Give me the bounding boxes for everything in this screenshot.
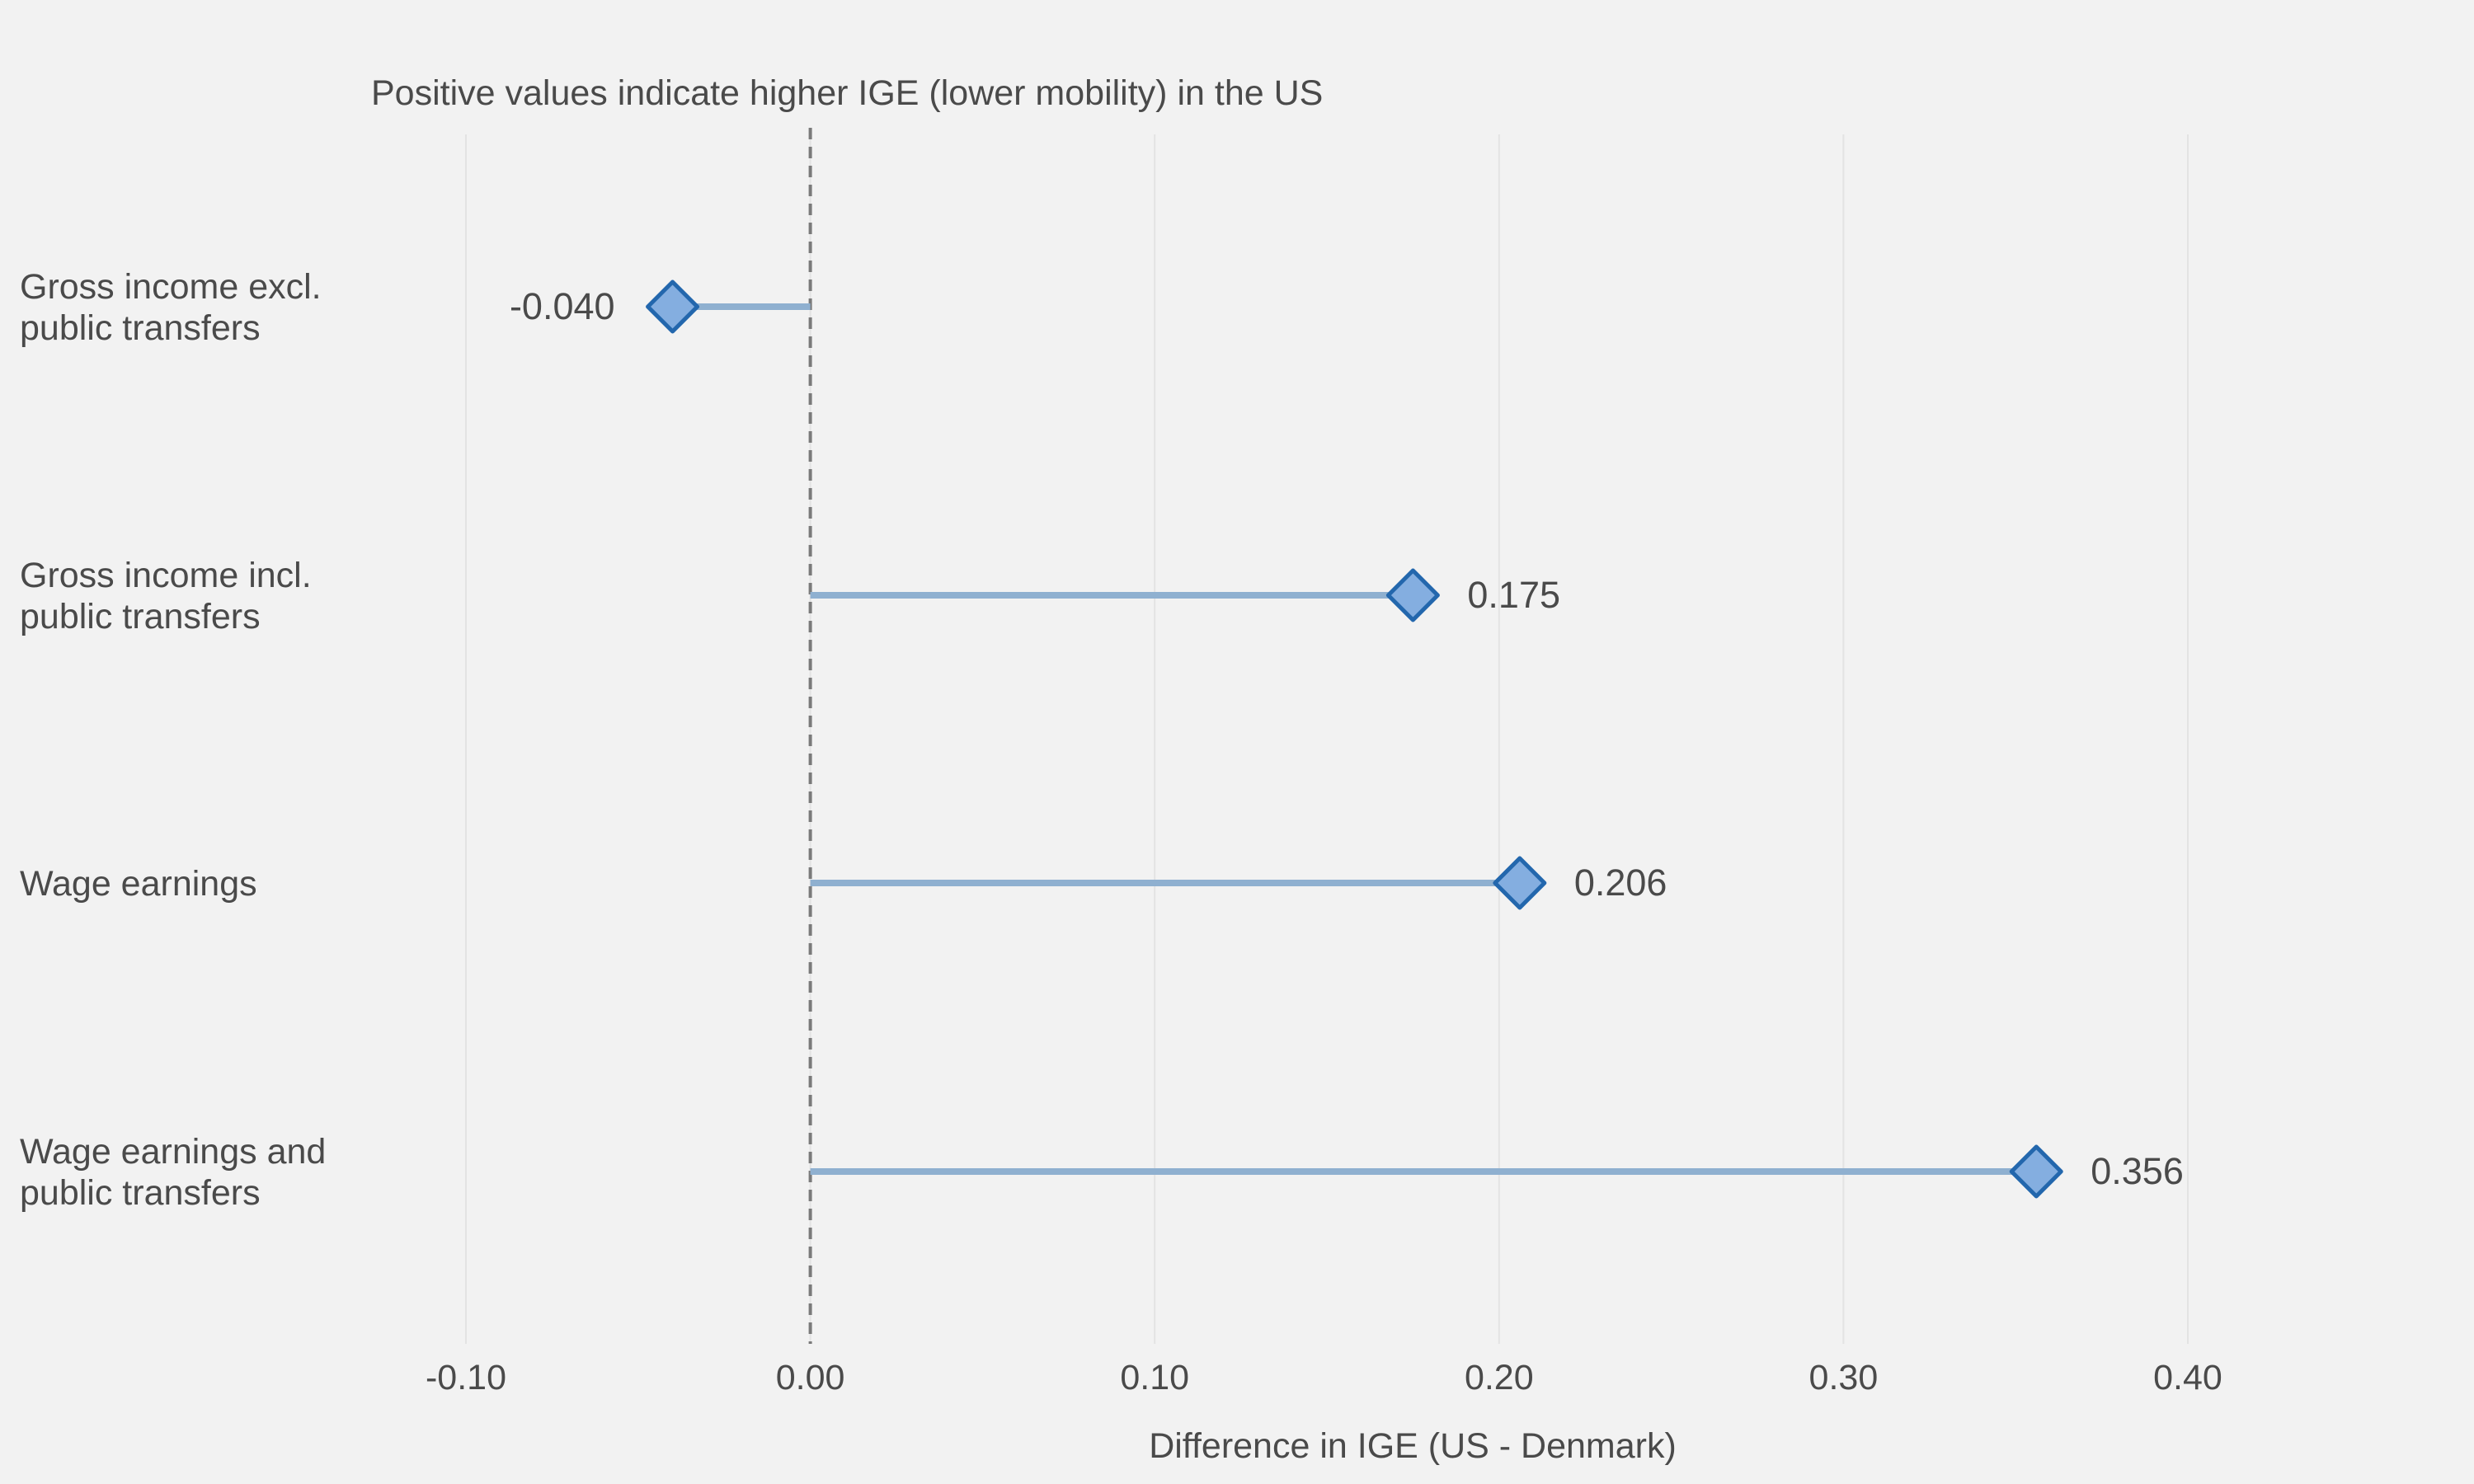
- x-tick-label: 0.30: [1809, 1358, 1879, 1397]
- category-label: public transfers: [20, 1173, 261, 1213]
- value-label: 0.175: [1467, 574, 1560, 616]
- category-label: public transfers: [20, 597, 261, 636]
- diamond-marker: [1385, 568, 1440, 622]
- chart-subtitle: Positive values indicate higher IGE (low…: [371, 73, 1323, 113]
- stem-layer: [672, 303, 2037, 1175]
- marker-layer: [646, 279, 2063, 1199]
- x-tick-label: 0.00: [776, 1358, 845, 1397]
- value-label: 0.206: [1574, 862, 1667, 904]
- category-label: public transfers: [20, 308, 261, 348]
- x-axis-label: Difference in IGE (US - Denmark): [1149, 1426, 1677, 1466]
- category-label: Gross income incl.: [20, 556, 312, 595]
- value-label: -0.040: [510, 285, 615, 327]
- category-label: Wage earnings and: [20, 1132, 326, 1172]
- x-tick-label: -0.10: [426, 1358, 506, 1397]
- x-tick-label: 0.20: [1465, 1358, 1534, 1397]
- value-label: 0.356: [2091, 1150, 2184, 1192]
- category-label: Wage earnings: [20, 864, 257, 904]
- grid-layer: [465, 134, 2189, 1344]
- diamond-marker: [646, 279, 700, 334]
- diamond-marker: [2009, 1144, 2063, 1199]
- x-tick-label: 0.10: [1120, 1358, 1189, 1397]
- diamond-marker: [1493, 856, 1547, 910]
- category-label: Gross income excl.: [20, 267, 322, 307]
- x-tick-label: 0.40: [2153, 1358, 2222, 1397]
- label-layer: -0.10 0.00 0.10 0.20 0.30 0.40 -0.040 Gross inc…: [20, 267, 2222, 1397]
